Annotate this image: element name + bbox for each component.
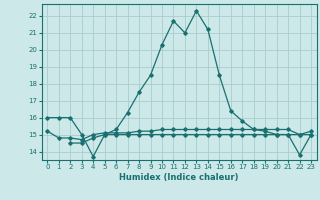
X-axis label: Humidex (Indice chaleur): Humidex (Indice chaleur) <box>119 173 239 182</box>
